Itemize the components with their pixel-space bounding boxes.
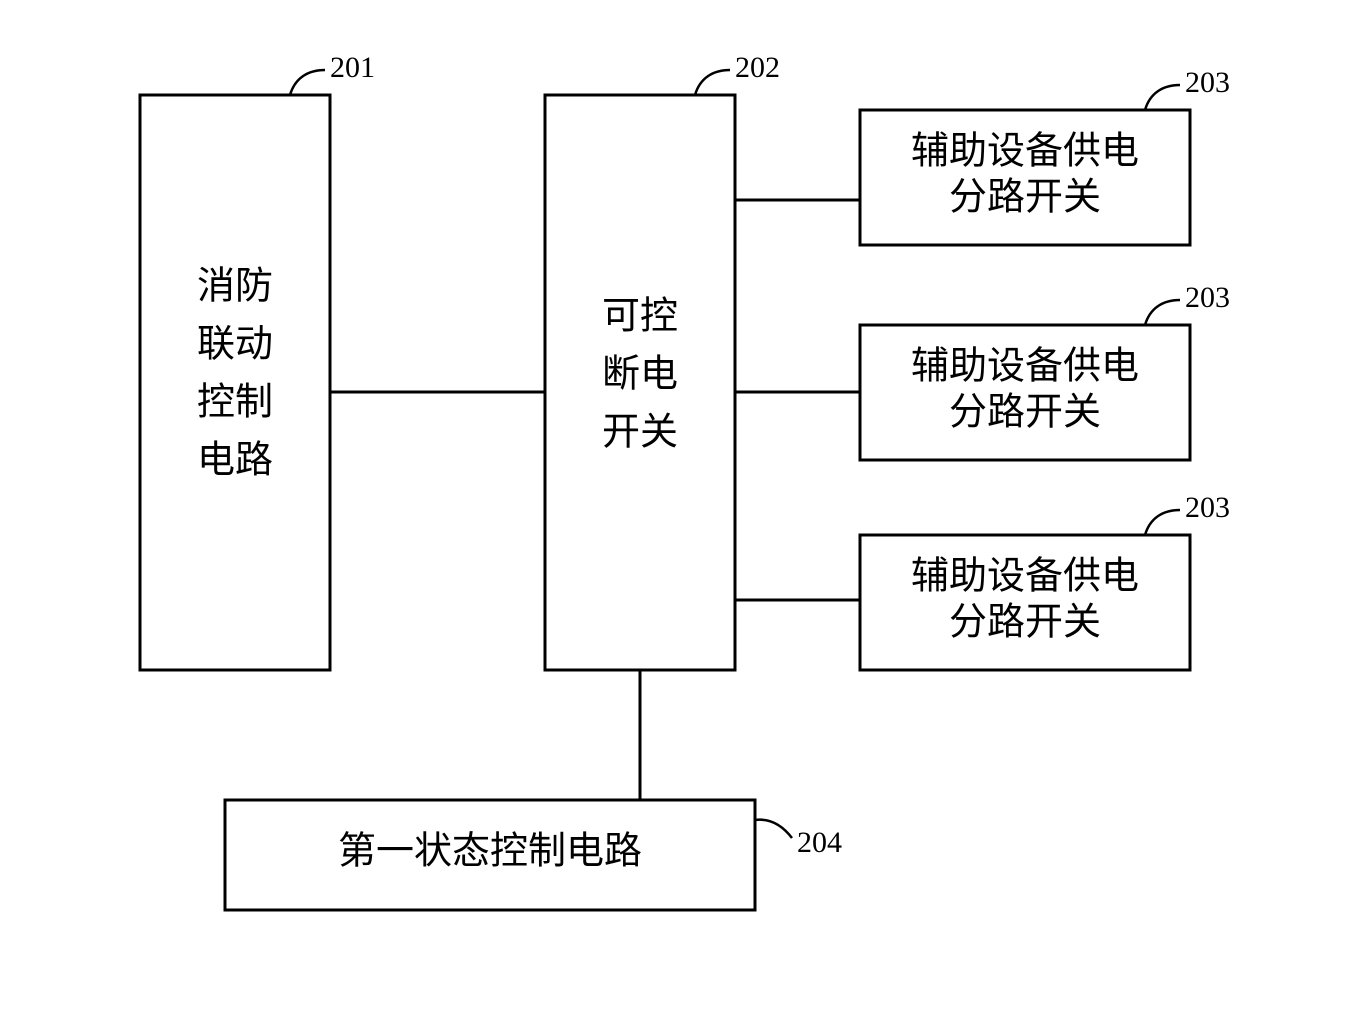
fire_control-label-line-2: 控制	[197, 382, 273, 424]
aux_2-label-line-0: 辅助设备供电	[911, 346, 1139, 388]
ref-fire_control: 201	[330, 51, 375, 84]
fire_control-label-line-0: 消防	[197, 266, 273, 308]
aux_1-label-line-1: 分路开关	[949, 177, 1101, 219]
leader-aux_2	[1145, 300, 1180, 325]
leader-aux_3	[1145, 510, 1180, 535]
ref-aux_1: 203	[1185, 66, 1230, 99]
fire_control-label-line-3: 电路	[197, 440, 273, 482]
ref-aux_2: 203	[1185, 281, 1230, 314]
leader-fire_control	[290, 70, 325, 95]
ref-aux_3: 203	[1185, 491, 1230, 524]
aux_2-label-line-1: 分路开关	[949, 392, 1101, 434]
ref-controllable_switch: 202	[735, 51, 780, 84]
fire_control-label-line-1: 联动	[197, 324, 273, 366]
leader-controllable_switch	[695, 70, 730, 95]
aux_3-label-line-0: 辅助设备供电	[911, 556, 1139, 598]
controllable_switch-label-line-2: 开关	[602, 412, 678, 454]
ref-first_state: 204	[797, 826, 842, 859]
first_state-label: 第一状态控制电路	[338, 831, 642, 873]
controllable_switch-label-line-1: 断电	[602, 354, 678, 396]
leader-first_state	[755, 820, 792, 838]
aux_1-label-line-0: 辅助设备供电	[911, 131, 1139, 173]
aux_3-label-line-1: 分路开关	[949, 602, 1101, 644]
controllable_switch-label-line-0: 可控	[602, 296, 678, 338]
leader-aux_1	[1145, 85, 1180, 110]
